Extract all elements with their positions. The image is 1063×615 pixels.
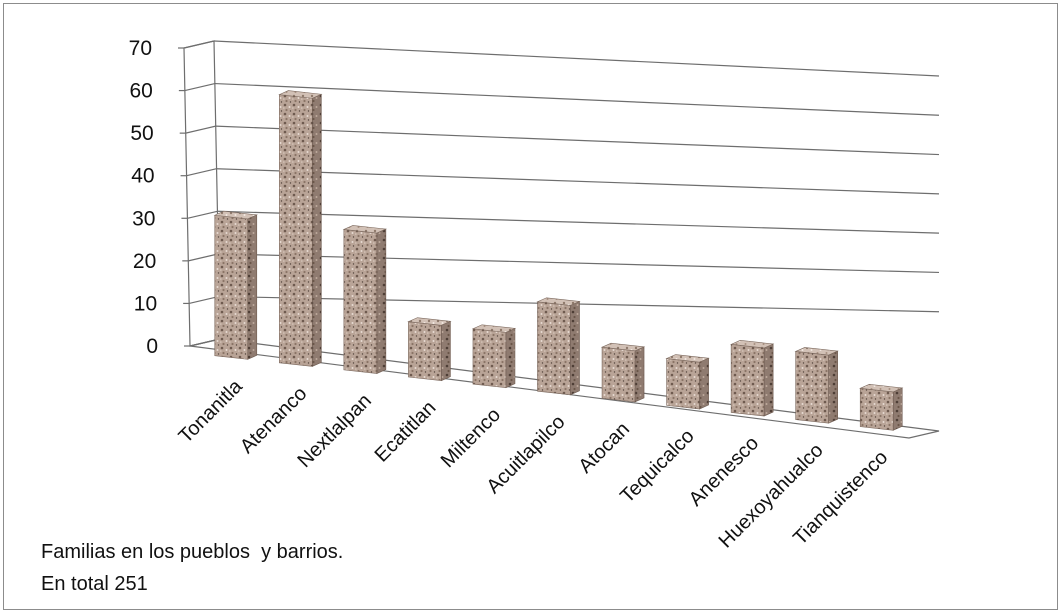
- bar-top: [213, 210, 258, 220]
- y-tick-label: 70: [129, 37, 152, 60]
- bar: [600, 342, 646, 403]
- gridline-side: [184, 82, 215, 92]
- y-tick-label: 0: [146, 335, 158, 358]
- bar-side: [763, 343, 774, 417]
- bar-top: [407, 317, 452, 326]
- bar-front: [408, 321, 442, 381]
- bar-side: [634, 346, 645, 403]
- x-tick-label: Tonanitla: [175, 375, 248, 448]
- y-tick-label: 50: [130, 122, 153, 145]
- gridline: [213, 40, 940, 77]
- bar-top: [342, 225, 388, 234]
- bar-top: [278, 90, 323, 99]
- bar: [536, 297, 581, 396]
- y-axis-ticks: 0 10 20 30 40 50 60 70: [129, 37, 158, 358]
- gridline: [216, 168, 940, 195]
- bar: [471, 324, 517, 389]
- gridline: [215, 125, 940, 156]
- bar-top: [665, 354, 710, 363]
- x-tick-label: Atenanco: [236, 383, 311, 458]
- chart-plot: 0 10 20 30 40 50 60 70 TonanitlaAtenancoNextlal…: [129, 37, 940, 552]
- bar-front: [472, 328, 507, 389]
- bar-top: [536, 297, 581, 306]
- bar-front: [795, 351, 829, 424]
- bar-front: [343, 229, 378, 374]
- bar-top: [729, 340, 775, 349]
- gridline: [214, 82, 940, 116]
- y-tick-label: 20: [133, 250, 156, 273]
- gridline-side: [189, 295, 220, 305]
- gridline: [218, 253, 940, 274]
- bar-front: [666, 358, 700, 410]
- bar-front: [601, 346, 636, 403]
- bar: [278, 90, 323, 367]
- x-tick-label: Ecatitlan: [371, 397, 441, 467]
- chart-frame: 0 10 20 30 40 50 60 70 Tonanitla Atenanco Nextlal…: [3, 3, 1058, 610]
- gridline: [217, 210, 940, 234]
- gridline-side: [186, 168, 217, 177]
- x-tick-label: Atocan: [574, 418, 634, 478]
- y-tick-label: 10: [134, 292, 157, 315]
- bar-front: [537, 301, 571, 396]
- bar: [794, 347, 839, 424]
- y-tick-label: 60: [129, 80, 152, 103]
- bar: [213, 210, 258, 360]
- bar-side: [376, 228, 387, 374]
- gridline-side: [188, 253, 219, 262]
- bar-top: [600, 342, 646, 352]
- chart-bars: [213, 90, 904, 431]
- bar-side: [570, 300, 580, 396]
- bar-side: [505, 327, 516, 389]
- x-tick-label: Miltenco: [437, 404, 505, 472]
- bar-top: [859, 384, 904, 393]
- bar-side: [312, 93, 322, 367]
- bar-side: [699, 357, 709, 410]
- bar-side: [247, 214, 258, 360]
- x-axis-labels: TonanitlaAtenancoNextlalpanEcatitlanMilt…: [175, 375, 893, 552]
- gridline-side: [187, 210, 218, 219]
- bar: [729, 340, 775, 417]
- bar-top: [471, 324, 517, 333]
- y-tick-label: 40: [131, 165, 154, 188]
- bar: [665, 354, 710, 410]
- bar: [859, 384, 904, 431]
- bar-side: [441, 320, 451, 382]
- bar-top: [794, 347, 839, 356]
- bar: [342, 225, 388, 374]
- bar-front: [859, 387, 894, 431]
- bar-front: [730, 344, 765, 417]
- bar-side: [892, 387, 903, 431]
- gridline-side: [185, 125, 216, 134]
- bar: [407, 317, 452, 382]
- gridline-side: [183, 40, 215, 49]
- caption-line-2: En total 251: [41, 573, 148, 595]
- y-tick-label: 30: [132, 207, 155, 230]
- bar-front: [279, 94, 313, 367]
- bar-front: [214, 214, 249, 360]
- bar-side: [828, 350, 838, 424]
- caption-line-1: Familias en los pueblos y barrios.: [41, 541, 344, 563]
